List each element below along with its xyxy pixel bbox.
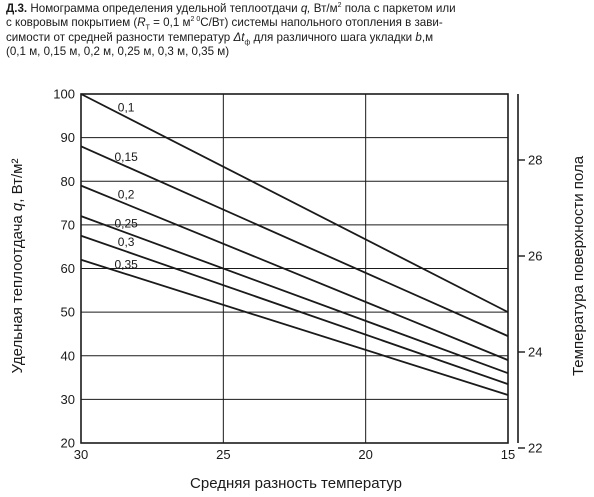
series-line	[80, 145, 509, 337]
right-tick-label: 22	[528, 441, 542, 456]
y-tick-label: 100	[53, 87, 75, 102]
y-tick-label: 70	[61, 217, 75, 232]
series-label: 0,2	[118, 188, 135, 202]
right-tick-label: 28	[528, 153, 542, 168]
series-line	[80, 215, 509, 375]
caption-unit-sup: 2	[337, 2, 342, 10]
caption-dt-sub: ф	[244, 38, 251, 46]
plot-frame	[80, 93, 519, 444]
series-lines	[80, 93, 509, 396]
y-tick-label: 30	[61, 392, 75, 407]
y-tick-label: 60	[61, 261, 75, 276]
series-line	[80, 234, 509, 385]
caption-line2-tail: С/Вт) системы напольного отопления в зав…	[200, 16, 443, 30]
curve-labels: 0,1 0,15 0,2 0,25 0,3 0,35	[114, 101, 138, 272]
caption-line4: (0,1 м, 0,15 м, 0,2 м, 0,25 м, 0,3 м, 0,…	[6, 44, 230, 58]
right-ticks: 22 24 26 28	[518, 153, 542, 456]
caption-dt: Δt	[233, 30, 245, 44]
caption-q: q,	[300, 2, 311, 15]
y-axis-title: Удельная теплоотдача q, Вт/м²	[9, 159, 26, 374]
caption-line1: Номограмма определения удельной теплоотд…	[30, 2, 298, 15]
caption-unit-q: Вт/м	[313, 2, 338, 15]
caption-line3-head: симости от средней разности температур	[6, 30, 231, 44]
caption-line2-head: с ковровым покрытием (	[6, 16, 138, 30]
x-tick-label: 15	[501, 447, 515, 462]
x-ticks: 30 25 20 15	[74, 447, 515, 462]
caption-label: Д.3.	[6, 2, 28, 15]
series-line	[80, 184, 509, 361]
series-label: 0,1	[118, 101, 135, 115]
series-label: 0,35	[114, 258, 138, 272]
right-tick-label: 24	[528, 345, 542, 360]
y-tick-label: 90	[61, 130, 75, 145]
right-axis-title: Температура поверхности пола	[570, 155, 587, 376]
caption-line2-sup: 2 0	[190, 16, 201, 24]
y-axis-title-suffix: , Вт/м²	[9, 159, 26, 203]
y-tick-label: 80	[61, 174, 75, 189]
caption-line3-end: ,м	[421, 30, 434, 44]
caption-r: R	[137, 16, 146, 30]
x-tick-label: 20	[358, 447, 372, 462]
series-label: 0,15	[114, 150, 138, 164]
plot-border	[80, 93, 509, 444]
grid	[80, 93, 509, 444]
caption-b: b	[415, 30, 422, 44]
x-tick-label: 25	[216, 447, 230, 462]
caption-line2-mid: = 0,1 м	[153, 16, 191, 30]
y-axis-title-prefix: Удельная теплоотдача	[9, 211, 26, 373]
caption-line1-tail: пола с паркетом или	[344, 2, 456, 15]
series-line	[80, 258, 509, 396]
series-label: 0,3	[118, 235, 135, 249]
series-line	[80, 93, 509, 313]
caption-r-sub: T	[145, 24, 150, 32]
y-tick-label: 50	[61, 305, 75, 320]
y-ticks: 20 30 40 50 60 70 80 90 100	[53, 87, 75, 451]
right-tick-label: 26	[528, 249, 542, 264]
y-axis-title-var: q	[9, 202, 26, 211]
figure-caption: Д.3. Номограмма определения удельной теп…	[6, 2, 590, 59]
x-axis-title: Средняя разность температур	[190, 475, 402, 492]
caption-line3-tail: для различного шага укладки	[253, 30, 413, 44]
x-tick-label: 30	[74, 447, 88, 462]
y-tick-label: 20	[61, 436, 75, 451]
y-tick-label: 40	[61, 348, 75, 363]
series-label: 0,25	[114, 216, 138, 230]
